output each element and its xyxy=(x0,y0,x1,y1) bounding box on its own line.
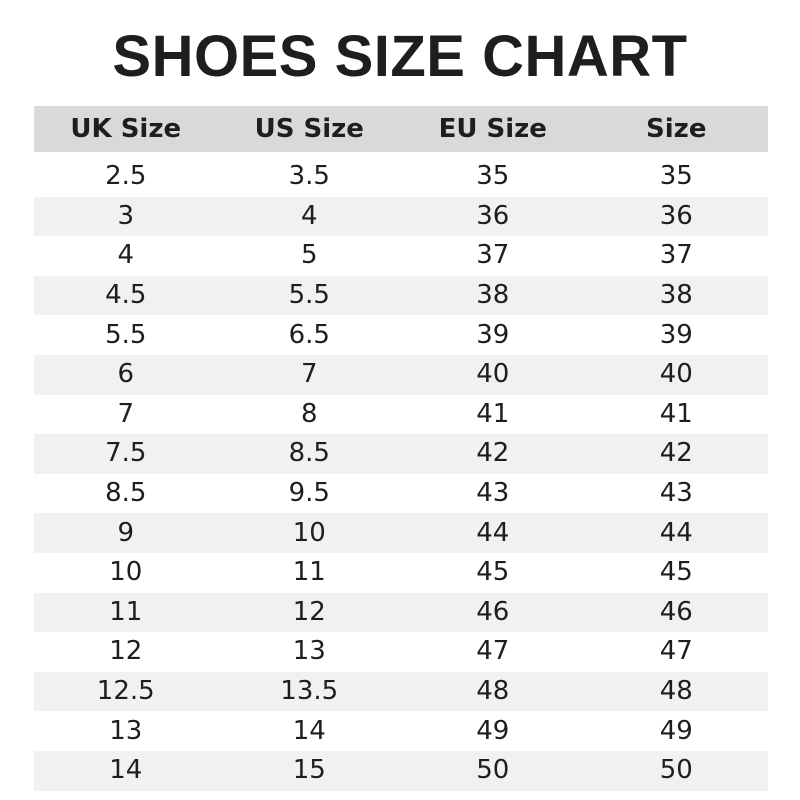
table-row: 9 10 44 44 xyxy=(34,513,768,553)
table-cell: 41 xyxy=(476,398,510,429)
table-body: 2.5 3.5 35 35 3 4 36 36 4 5 37 37 4.5 5.5 38 38 5.5 6.5 39… xyxy=(34,157,768,791)
table-cell: 50 xyxy=(659,755,693,786)
table-cell: 11 xyxy=(292,557,326,588)
column-header: EU Size xyxy=(438,114,547,144)
table-cell: 40 xyxy=(659,359,693,390)
page-title: SHOES SIZE CHART xyxy=(112,24,688,89)
table-row: 2.5 3.5 35 35 xyxy=(34,157,768,197)
table-row: 6 7 40 40 xyxy=(34,354,768,395)
table-cell: 47 xyxy=(659,636,693,667)
table-cell: 44 xyxy=(476,517,510,548)
column-header: US Size xyxy=(254,114,364,144)
table-cell: 15 xyxy=(292,755,326,786)
table-cell: 35 xyxy=(659,161,693,192)
table-cell: 6 xyxy=(117,359,135,390)
table-cell: 46 xyxy=(659,596,693,627)
table-row: 4 5 37 37 xyxy=(34,236,768,276)
table-row: 12 13 47 47 xyxy=(34,632,768,672)
table-cell: 10 xyxy=(109,557,143,588)
table-cell: 7 xyxy=(117,398,135,429)
table-cell: 49 xyxy=(659,715,693,746)
table-cell: 39 xyxy=(659,319,693,350)
table-cell: 41 xyxy=(659,398,693,429)
table-cell: 8 xyxy=(300,398,318,429)
table-row: 4.5 5.5 38 38 xyxy=(34,275,768,316)
table-cell: 5 xyxy=(300,240,318,271)
table-cell: 48 xyxy=(659,676,693,707)
table-cell: 12 xyxy=(109,636,143,667)
table-cell: 4.5 xyxy=(105,280,147,311)
table-cell: 3.5 xyxy=(288,161,330,192)
table-cell: 13 xyxy=(109,715,143,746)
table-cell: 10 xyxy=(292,517,326,548)
table-cell: 9.5 xyxy=(288,478,330,509)
table-cell: 37 xyxy=(659,240,693,271)
table-cell: 14 xyxy=(292,715,326,746)
table-cell: 47 xyxy=(476,636,510,667)
table-row: 7.5 8.5 42 42 xyxy=(34,434,768,474)
table-cell: 43 xyxy=(659,478,693,509)
table-cell: 39 xyxy=(476,319,510,350)
table-cell: 5.5 xyxy=(288,280,330,311)
table-cell: 50 xyxy=(476,755,510,786)
table-cell: 35 xyxy=(476,161,510,192)
table-cell: 14 xyxy=(109,755,143,786)
table-row: 14 15 50 50 xyxy=(34,750,768,791)
table-cell: 12 xyxy=(292,596,326,627)
table-cell: 36 xyxy=(476,200,510,231)
table-cell: 42 xyxy=(659,438,693,469)
table-row: 11 12 46 46 xyxy=(34,592,768,633)
table-cell: 3 xyxy=(117,200,135,231)
table-row: 8.5 9.5 43 43 xyxy=(34,474,768,514)
size-table: UK Size US Size EU Size Size 2.5 3.5 35 35 3 4 36… xyxy=(34,106,768,791)
table-cell: 6.5 xyxy=(288,319,330,350)
table-cell: 4 xyxy=(300,200,318,231)
table-cell: 48 xyxy=(476,676,510,707)
table-cell: 2.5 xyxy=(105,161,147,192)
column-header: UK Size xyxy=(70,114,182,144)
table-row: 5.5 6.5 39 39 xyxy=(34,315,768,355)
table-cell: 8.5 xyxy=(105,478,147,509)
table-cell: 40 xyxy=(476,359,510,390)
table-cell: 11 xyxy=(109,596,143,627)
table-row: 7 8 41 41 xyxy=(34,395,768,435)
table-cell: 44 xyxy=(659,517,693,548)
column-header: Size xyxy=(646,114,707,144)
table-cell: 4 xyxy=(117,240,135,271)
table-cell: 9 xyxy=(117,517,135,548)
table-cell: 5.5 xyxy=(105,319,147,350)
table-cell: 12.5 xyxy=(96,676,155,707)
table-cell: 45 xyxy=(659,557,693,588)
table-cell: 42 xyxy=(476,438,510,469)
table-cell: 43 xyxy=(476,478,510,509)
table-cell: 49 xyxy=(476,715,510,746)
table-cell: 36 xyxy=(659,200,693,231)
table-cell: 13.5 xyxy=(280,676,339,707)
table-cell: 37 xyxy=(476,240,510,271)
table-cell: 38 xyxy=(476,280,510,311)
table-cell: 13 xyxy=(292,636,326,667)
table-row: 10 11 45 45 xyxy=(34,553,768,593)
table-cell: 45 xyxy=(476,557,510,588)
table-row: 3 4 36 36 xyxy=(34,196,768,237)
table-row: 12.5 13.5 48 48 xyxy=(34,671,768,712)
table-row: 13 14 49 49 xyxy=(34,711,768,751)
table-cell: 7.5 xyxy=(105,438,147,469)
table-cell: 7 xyxy=(300,359,318,390)
table-header: UK Size US Size EU Size Size xyxy=(34,106,768,152)
table-cell: 46 xyxy=(476,596,510,627)
table-cell: 8.5 xyxy=(288,438,330,469)
table-cell: 38 xyxy=(659,280,693,311)
